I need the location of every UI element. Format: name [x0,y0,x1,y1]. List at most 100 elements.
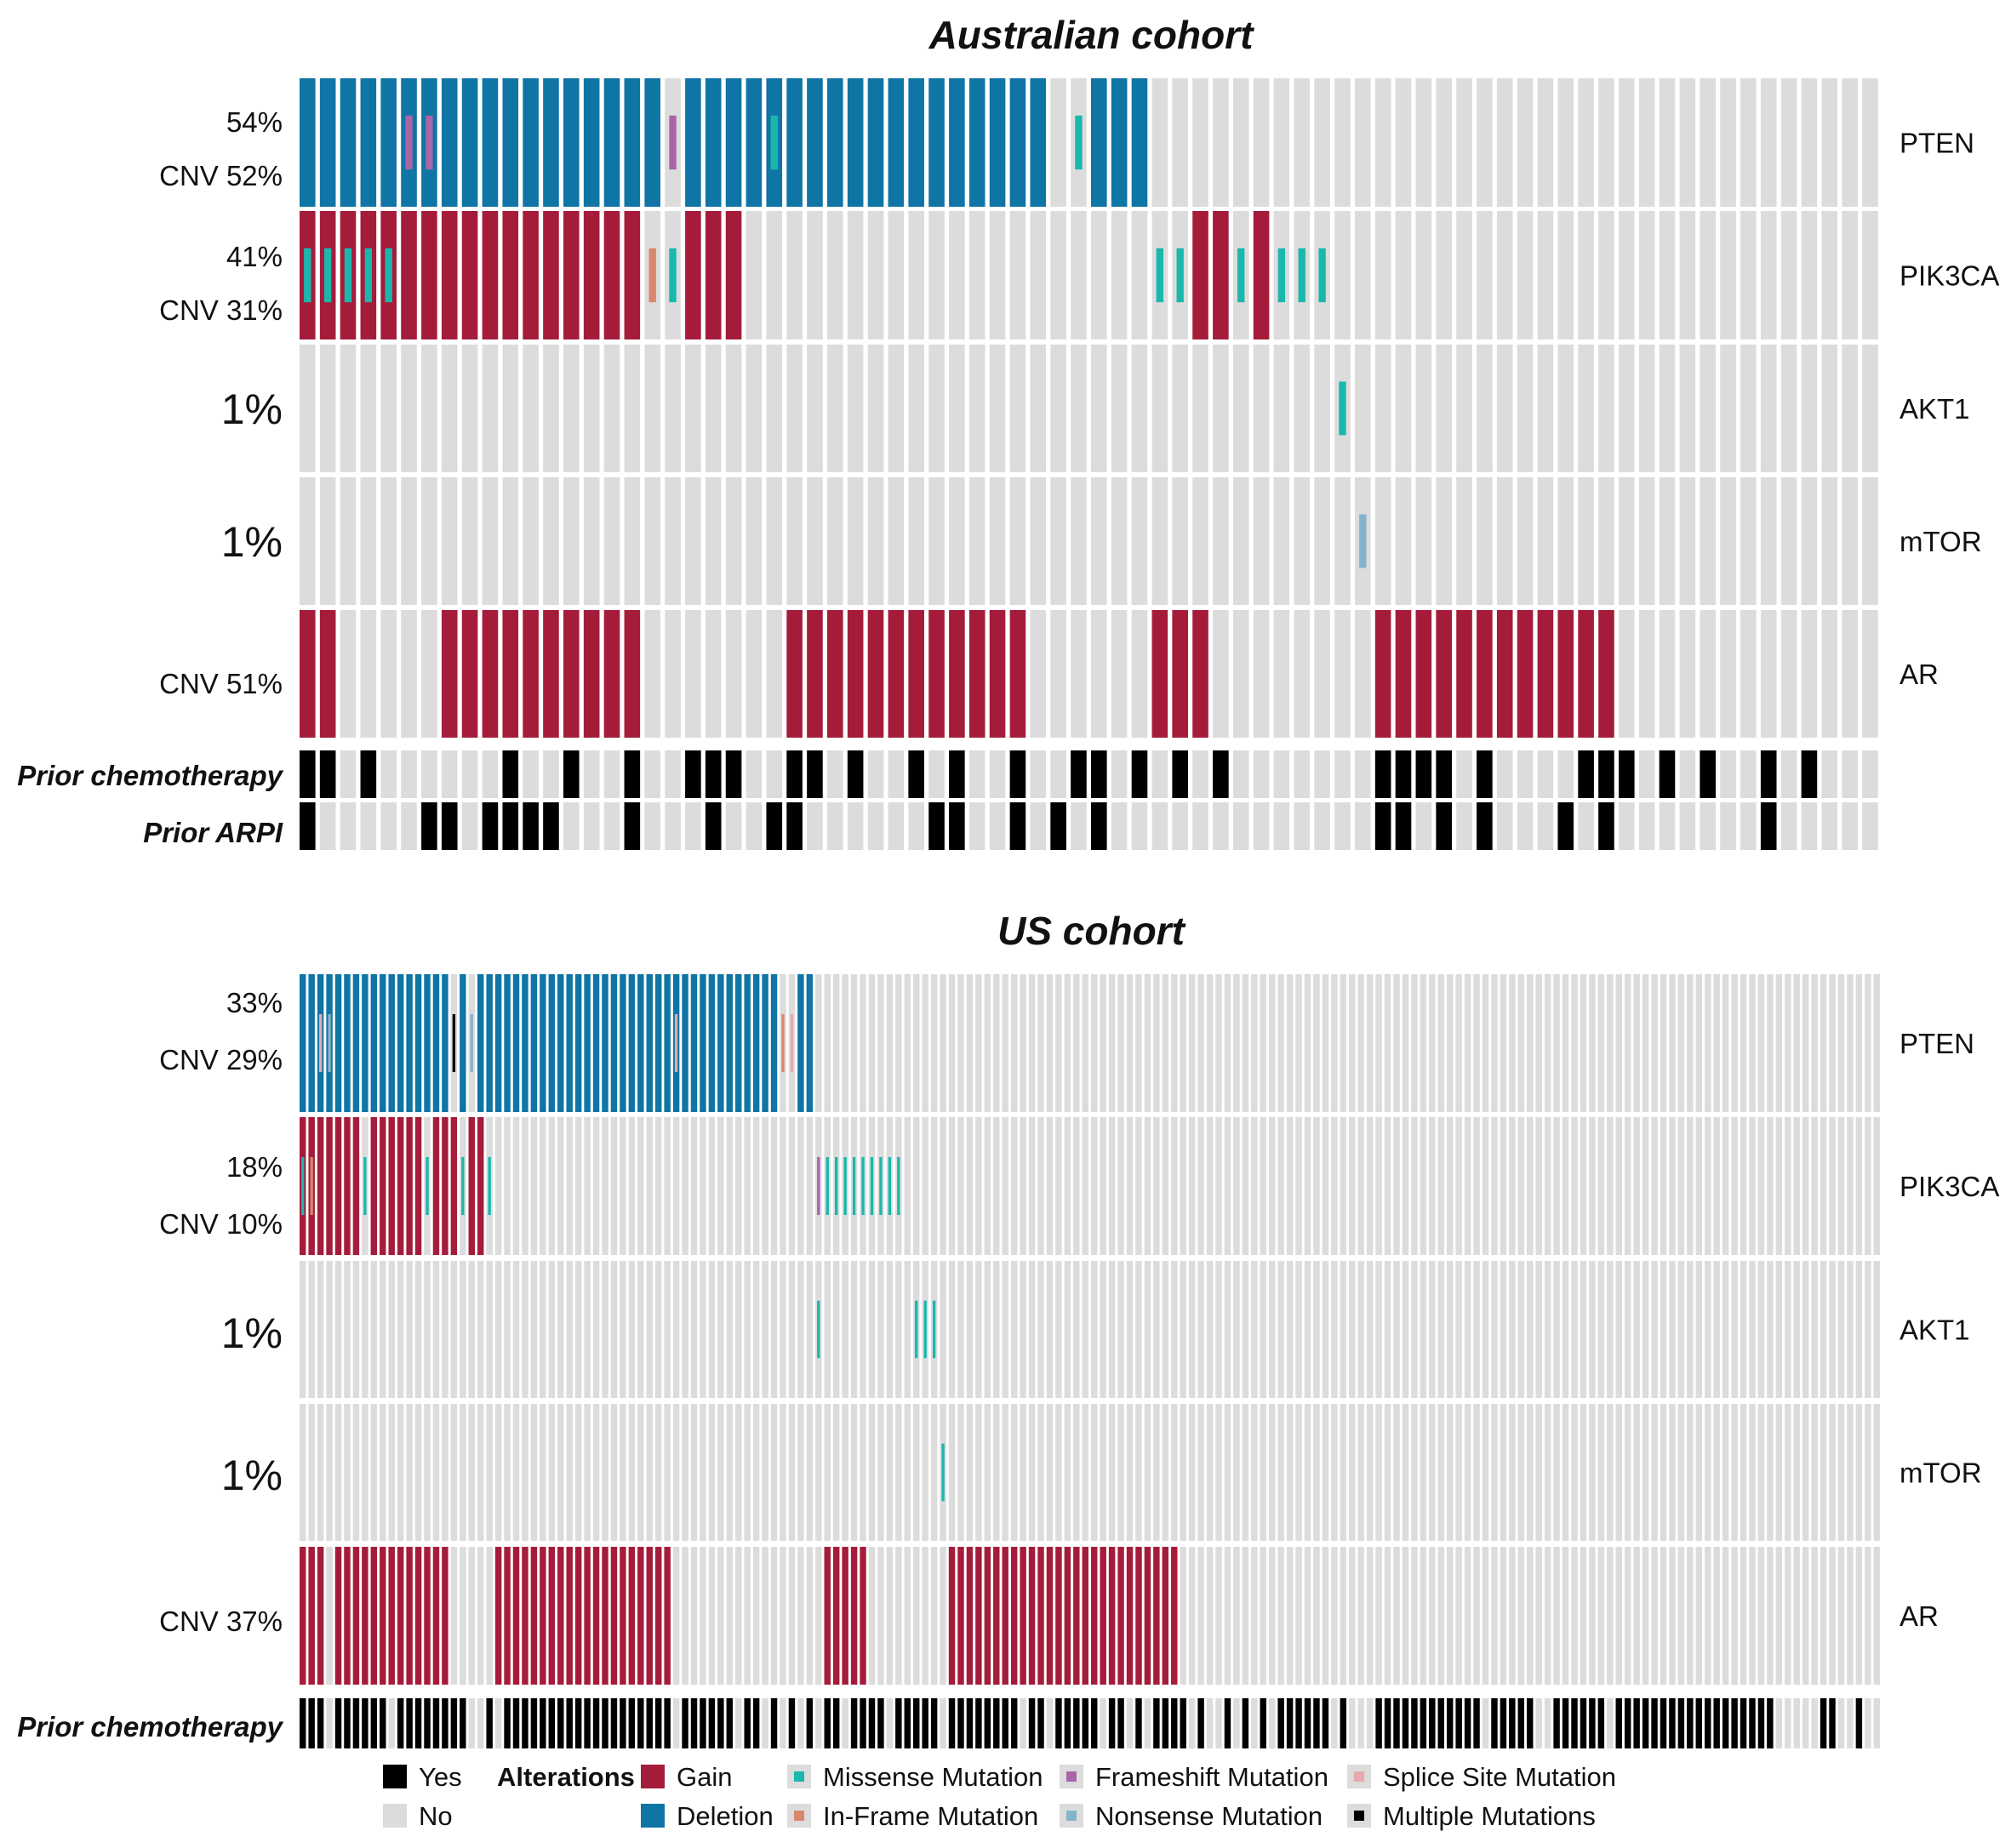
deletion-cell [388,974,395,1112]
no-alteration-cell [424,1261,431,1398]
no-alteration-cell [888,345,905,472]
no-alteration-cell [744,1547,751,1685]
no-alteration-cell [450,1404,458,1541]
gain-cell [824,1547,831,1685]
no-alteration-cell [1117,1404,1124,1541]
no-cell [340,802,357,850]
no-alteration-cell [827,345,843,472]
no-alteration-cell [908,345,924,472]
no-alteration-cell [868,1261,876,1398]
no-alteration-cell [370,1261,378,1398]
no-alteration-cell [477,1404,484,1541]
no-alteration-cell [1411,1547,1418,1685]
no-cell [326,1698,333,1748]
no-alteration-cell [744,1404,751,1541]
legend-multiple: Multiple Mutations [1347,1801,1596,1831]
no-alteration-cell [1215,1117,1222,1255]
deletion-cell [414,974,422,1112]
no-alteration-cell [1720,477,1736,605]
yes-cell [1050,802,1066,850]
gain-cell [1002,1547,1008,1685]
yes-cell [832,1698,840,1748]
gain-cell [421,211,437,339]
no-alteration-cell [888,211,905,339]
no-alteration-cell [1821,211,1838,339]
no-alteration-cell [1509,1547,1516,1685]
gain-cell [482,610,499,738]
yes-cell [1295,1698,1302,1748]
no-alteration-cell [1865,1117,1871,1255]
gene-row-pten [300,78,1878,207]
yes-cell [1598,750,1614,798]
no-alteration-cell [877,1404,884,1541]
no-alteration-cell [1395,477,1412,605]
no-alteration-cell [1295,974,1302,1112]
no-alteration-cell [1197,1404,1204,1541]
no-alteration-cell [1705,1261,1711,1398]
yes-cell [1624,1698,1631,1748]
no-alteration-cell [860,1261,866,1398]
gain-cell [1537,610,1554,738]
no-alteration-cell [1801,610,1818,738]
no-alteration-cell [1251,1404,1258,1541]
no-alteration-cell [1578,78,1594,207]
no-cell [1151,750,1168,798]
no-alteration-cell [1046,974,1054,1112]
yes-cell [1073,1698,1080,1748]
no-alteration-cell [1517,477,1534,605]
yes-cell [1415,750,1432,798]
no-alteration-cell [746,477,763,605]
no-alteration-cell [940,974,946,1112]
no-alteration-cell [1669,1117,1676,1255]
no-alteration-cell [1197,1261,1204,1398]
no-alteration-cell [530,1261,538,1398]
yes-cell [1820,1698,1827,1748]
no-alteration-cell [1384,1547,1391,1685]
yes-cell [512,1698,520,1748]
no-cell [888,750,905,798]
gain-cell [566,1547,573,1685]
no-alteration-cell [1482,1547,1489,1685]
no-cell [665,802,681,850]
legend-label: Nonsense Mutation [1095,1801,1323,1831]
no-alteration-cell [1455,1117,1462,1255]
yes-cell [877,1698,884,1748]
legend-swatch [794,1811,804,1821]
yes-cell [1108,1698,1116,1748]
gain-cell [540,1547,546,1685]
gain-cell [1020,1547,1026,1685]
no-alteration-cell [989,345,1006,472]
no-alteration-cell [1820,1547,1827,1685]
no-alteration-cell [1553,1117,1560,1255]
yes-cell [1562,1698,1569,1748]
no-alteration-cell [494,1117,502,1255]
no-cell [1821,750,1838,798]
no-alteration-cell [1624,1404,1631,1541]
no-alteration-cell [1705,1404,1711,1541]
no-alteration-cell [1740,974,1747,1112]
no-cell [603,802,620,850]
yes-cell [1677,1698,1685,1748]
no-alteration-cell [847,345,864,472]
yes-cell [1436,750,1452,798]
no-alteration-cell [904,1404,911,1541]
no-alteration-cell [664,1261,671,1398]
deletion-cell [319,78,336,207]
gain-cell [388,1547,395,1685]
no-alteration-cell [1268,1117,1276,1255]
no-alteration-cell [1010,1117,1018,1255]
deletion-cell [746,78,763,207]
deletion-cell [700,974,706,1112]
no-cell [1842,750,1858,798]
no-alteration-cell [1491,1117,1498,1255]
no-alteration-cell [1865,1261,1871,1398]
no-alteration-cell [1785,1117,1791,1255]
yes-cell [540,1698,546,1748]
gain-cell [624,211,641,339]
no-cell [1111,750,1128,798]
missense-mutation-mark [363,1156,367,1216]
no-alteration-cell [1268,1404,1276,1541]
deletion-cell [482,78,499,207]
yes-cell [708,1698,716,1748]
no-alteration-cell [1842,610,1858,738]
